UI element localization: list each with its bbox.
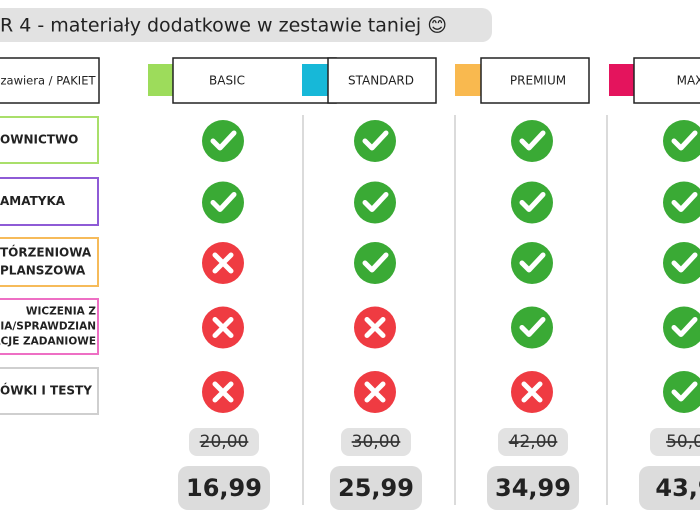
- row-label: ÓWKI I TESTY: [0, 383, 92, 398]
- row-label-box: [0, 237, 99, 287]
- icon-circle: [354, 120, 396, 162]
- title-pill: [0, 8, 492, 42]
- cross-icon: [354, 306, 396, 349]
- old-price: 50,0: [666, 432, 700, 452]
- check-mark: [362, 192, 389, 212]
- row-label: TÓRZENIOWA: [0, 245, 92, 260]
- price-pill: [487, 466, 579, 510]
- price-pill: [330, 466, 422, 510]
- icon-circle: [663, 242, 700, 284]
- old-price-pill: [341, 428, 411, 456]
- cross-mark: [212, 381, 234, 403]
- cross-icon: [202, 242, 244, 284]
- check-mark: [671, 381, 698, 402]
- package-name: BASIC: [209, 74, 245, 88]
- row-label: PLANSZOWA: [0, 264, 86, 278]
- package-name: PREMIUM: [510, 74, 566, 88]
- cross-mark: [212, 317, 234, 338]
- check-mark: [671, 252, 698, 273]
- row-label: WICZENIA Z: [26, 306, 96, 318]
- price-pill: [178, 466, 270, 510]
- check-icon: [663, 181, 700, 224]
- icon-circle: [663, 181, 700, 224]
- old-price: 30,00: [352, 432, 401, 452]
- check-icon: [511, 306, 553, 349]
- old-price-pill: [650, 428, 700, 456]
- package-name: STANDARD: [348, 74, 414, 88]
- cross-mark: [212, 252, 234, 274]
- check-mark: [671, 317, 698, 337]
- check-mark: [210, 192, 237, 212]
- price: 34,99: [495, 474, 571, 502]
- row-label: TACJE ZADANIOWE: [0, 336, 96, 348]
- price: 25,99: [338, 474, 414, 502]
- check-icon: [354, 120, 396, 162]
- check-icon: [202, 181, 244, 224]
- corner-box: [0, 57, 100, 104]
- check-mark: [671, 192, 698, 212]
- row-label-box: [0, 177, 99, 226]
- row-label-box: [0, 367, 99, 415]
- price-pill: [639, 466, 700, 510]
- icon-circle: [511, 242, 553, 284]
- cross-icon: [511, 371, 553, 413]
- icon-circle: [663, 371, 700, 413]
- cross-mark: [521, 381, 543, 403]
- icon-circle: [511, 306, 553, 349]
- corner-label: zawiera / PAKIET: [0, 74, 96, 88]
- row-label-box: [0, 298, 99, 355]
- row-label-box: [0, 116, 99, 164]
- old-price: 20,00: [200, 432, 249, 452]
- check-icon: [663, 242, 700, 284]
- check-mark: [210, 130, 237, 151]
- row-label: NIA/SPRAWDZIAN: [0, 321, 96, 333]
- old-price: 42,00: [509, 432, 558, 452]
- icon-circle: [354, 181, 396, 224]
- check-icon: [663, 306, 700, 349]
- package-name: MAX: [677, 74, 700, 88]
- check-icon: [511, 120, 553, 162]
- row-label: AMATYKA: [0, 194, 66, 208]
- cross-icon: [202, 306, 244, 349]
- check-mark: [519, 252, 546, 273]
- check-icon: [663, 371, 700, 413]
- check-mark: [519, 317, 546, 337]
- check-icon: [354, 181, 396, 224]
- icon-circle: [202, 120, 244, 162]
- package-box: [327, 57, 437, 104]
- check-mark: [362, 130, 389, 151]
- cross-icon: [202, 371, 244, 413]
- price: 16,99: [186, 474, 262, 502]
- icon-circle: [511, 181, 553, 224]
- cross-mark: [364, 317, 386, 338]
- old-price-pill: [498, 428, 568, 456]
- title: R 4 - materiały dodatkowe w zestawie tan…: [0, 15, 447, 37]
- check-icon: [511, 242, 553, 284]
- package-box: [480, 57, 590, 104]
- package-box: [633, 57, 700, 104]
- check-icon: [202, 120, 244, 162]
- check-mark: [519, 130, 546, 151]
- check-icon: [354, 242, 396, 284]
- check-icon: [511, 181, 553, 224]
- row-label: OWNICTWO: [0, 133, 78, 147]
- icon-circle: [663, 306, 700, 349]
- price: 43,9: [655, 474, 700, 502]
- check-mark: [362, 252, 389, 273]
- check-mark: [671, 130, 698, 151]
- cross-icon: [354, 371, 396, 413]
- icon-circle: [354, 242, 396, 284]
- check-mark: [519, 192, 546, 212]
- icon-circle: [511, 120, 553, 162]
- icon-circle: [663, 120, 700, 162]
- check-icon: [663, 120, 700, 162]
- old-price-pill: [189, 428, 259, 456]
- icon-circle: [202, 181, 244, 224]
- cross-mark: [364, 381, 386, 403]
